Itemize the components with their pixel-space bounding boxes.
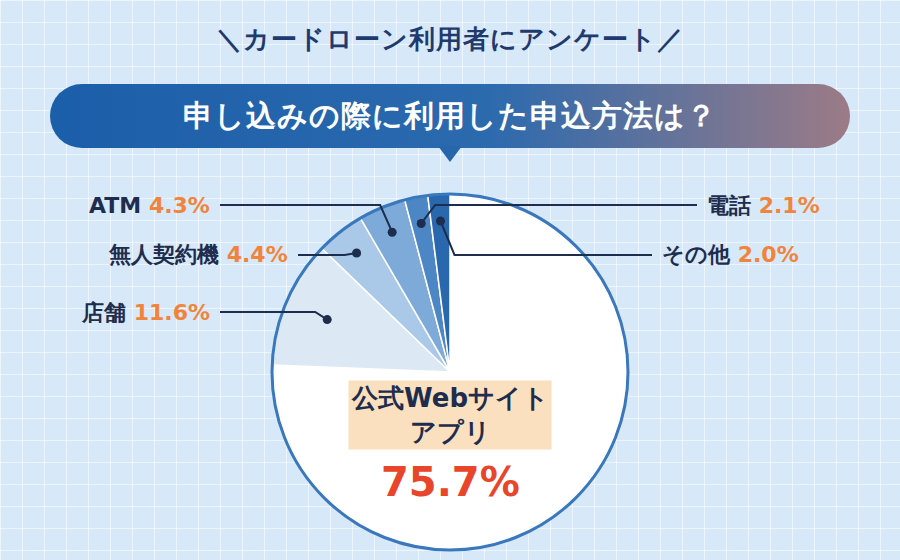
svg-text:公式Webサイトアプリ: 公式Webサイトアプリ [351,383,549,447]
html-text:申し込みの際に利用した申込方法は？: 申し込みの際に利用した申込方法は？ [183,98,717,133]
svg-text:電話 2.1%: 電話 2.1% [707,193,820,218]
svg-text:その他 2.0%: その他 2.0% [662,242,799,267]
svg-text:ATM 4.3%: ATM 4.3% [89,193,210,218]
svg-text:75.7%: 75.7% [381,459,520,505]
html-text:＼カードローン利用者にアンケート／: ＼カードローン利用者にアンケート／ [216,24,684,54]
svg-text:店舗 11.6%: 店舗 11.6% [81,300,210,325]
svg-text:無人契約機 4.4%: 無人契約機 4.4% [108,242,288,267]
